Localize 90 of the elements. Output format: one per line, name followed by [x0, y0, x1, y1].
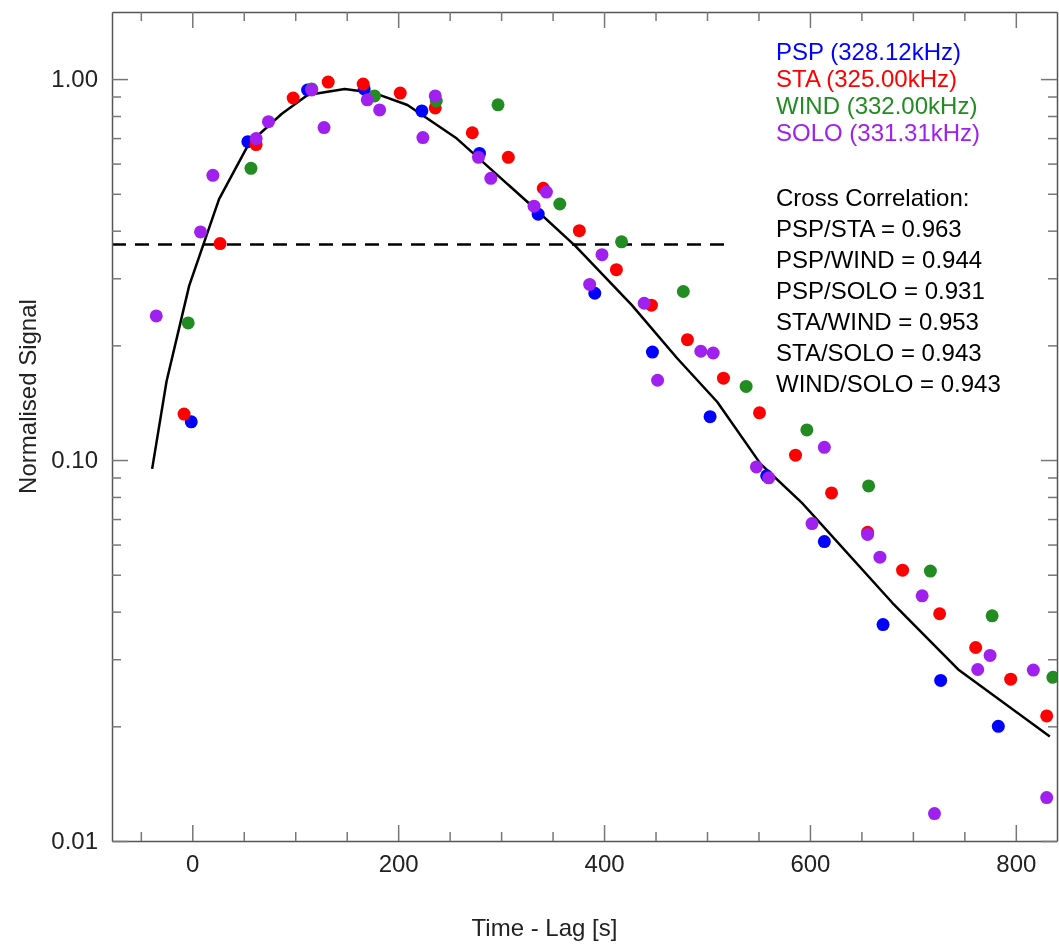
point [491, 98, 505, 112]
point [194, 225, 208, 239]
point [873, 550, 887, 564]
point [1040, 791, 1054, 805]
point [416, 131, 430, 145]
point [181, 316, 195, 330]
point [471, 150, 485, 164]
point [539, 185, 553, 199]
point [876, 618, 890, 632]
point [615, 235, 629, 249]
point [373, 103, 387, 117]
point [393, 86, 407, 100]
x-axis-title: Time - Lag [s] [471, 914, 618, 941]
text: STA (325.00kHz) [776, 65, 957, 92]
point [637, 296, 651, 310]
point [261, 115, 275, 129]
y-tick-label: 0.10 [51, 446, 98, 474]
point [915, 589, 929, 603]
point [896, 563, 910, 577]
point [595, 248, 609, 262]
point [465, 126, 479, 140]
point [805, 517, 819, 531]
point [680, 333, 694, 347]
point [749, 460, 763, 474]
point [321, 75, 335, 89]
point [739, 379, 753, 393]
annotation: PSP/STA = 0.963 [776, 215, 962, 242]
point [501, 150, 515, 164]
point [356, 77, 370, 91]
point [817, 440, 831, 454]
point [1004, 672, 1018, 686]
point [360, 93, 374, 107]
point [933, 607, 947, 621]
point [817, 535, 831, 549]
point [213, 237, 227, 251]
point [923, 564, 937, 578]
point [676, 284, 690, 298]
point [651, 373, 665, 387]
y-tick-label: 1.00 [51, 65, 98, 93]
point [149, 309, 163, 323]
point [753, 406, 766, 420]
point [800, 423, 814, 437]
point [991, 719, 1005, 733]
point [706, 346, 720, 360]
point [286, 91, 300, 105]
y-axis-title: Normalised Signal [14, 299, 41, 494]
point [971, 662, 985, 676]
text: WIND (332.00kHz) [776, 92, 978, 119]
point [825, 486, 839, 500]
point [985, 609, 999, 623]
x-tick-label: 0 [186, 850, 200, 878]
point [716, 371, 730, 385]
x-tick-label: 800 [996, 850, 1037, 878]
y-tick-label: 0.01 [51, 827, 98, 855]
point [1026, 663, 1040, 677]
point [206, 168, 220, 182]
point [583, 277, 597, 291]
text: SOLO (331.31kHz) [776, 119, 981, 146]
point [184, 415, 198, 429]
point [789, 448, 803, 462]
point [862, 479, 876, 493]
annotation: PSP/WIND = 0.944 [776, 246, 983, 273]
point [553, 197, 567, 211]
point [934, 673, 948, 687]
annotation: STA/SOLO = 0.943 [776, 339, 982, 366]
point [177, 407, 191, 421]
point [527, 199, 541, 213]
point [484, 171, 498, 185]
point [645, 345, 659, 359]
point [969, 641, 983, 655]
annotation: Cross Correlation: [776, 184, 970, 211]
x-tick-label: 400 [584, 850, 625, 878]
text: PSP (328.12kHz) [776, 38, 961, 65]
point [928, 807, 941, 821]
annotation: PSP/SOLO = 0.931 [776, 277, 985, 304]
point [983, 648, 997, 662]
annotation: STA/WIND = 0.953 [776, 308, 979, 335]
point [694, 344, 708, 358]
x-tick-label: 600 [790, 850, 831, 878]
point [1040, 709, 1054, 723]
point [317, 121, 331, 135]
point [249, 132, 263, 146]
x-tick-label: 200 [378, 850, 419, 878]
point [609, 263, 623, 277]
annotation: WIND/SOLO = 0.943 [776, 370, 1001, 397]
point [415, 104, 429, 118]
point [428, 89, 442, 103]
point [572, 224, 586, 238]
point [244, 161, 258, 175]
point [703, 410, 717, 424]
